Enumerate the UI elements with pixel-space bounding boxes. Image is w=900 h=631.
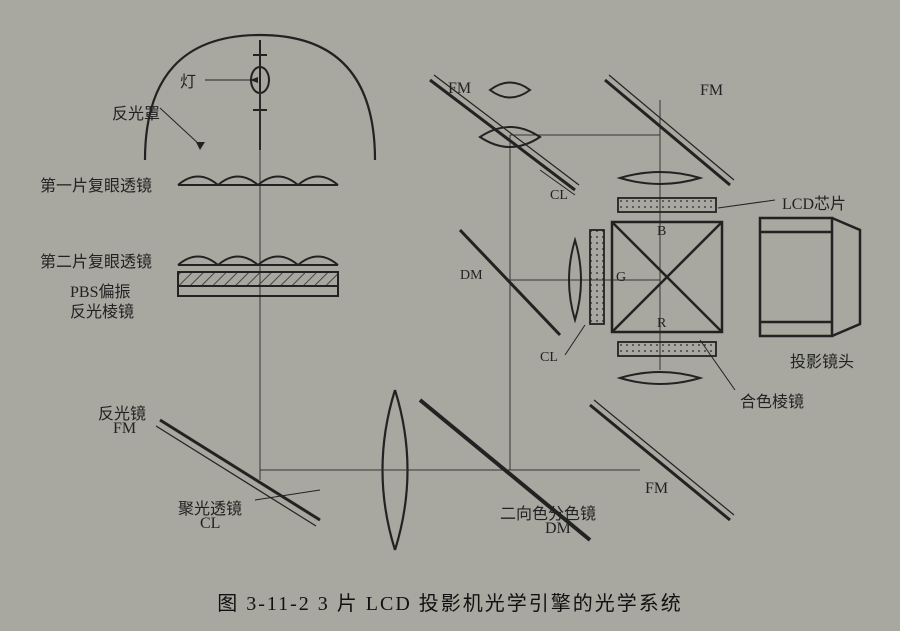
cl-near-r bbox=[620, 372, 700, 384]
label-fm-abbr-ll: FM bbox=[113, 420, 136, 438]
label-reflector: 反光罩 bbox=[112, 100, 160, 124]
label-combining-prism: 合色棱镜 bbox=[740, 388, 804, 412]
flyeye-lens-1 bbox=[178, 177, 338, 186]
label-flyeye2: 第二片复眼透镜 bbox=[40, 248, 152, 272]
label-fm-ul: FM bbox=[448, 80, 471, 98]
label-pbs2: 反光棱镜 bbox=[70, 298, 134, 322]
label-lcd-chip: LCD芯片 bbox=[782, 190, 846, 214]
label-dm-small: DM bbox=[460, 268, 483, 284]
fm-mirror-lr bbox=[590, 400, 734, 520]
lcd-chip-b bbox=[618, 198, 716, 212]
label-flyeye1: 第一片复眼透镜 bbox=[40, 172, 152, 196]
lcd-chip-g bbox=[590, 230, 604, 324]
label-R: R bbox=[657, 316, 666, 332]
pbs-prism bbox=[178, 272, 338, 296]
label-G: G bbox=[616, 270, 626, 286]
flyeye-lens-2 bbox=[178, 257, 338, 266]
label-cl-bottom: CL bbox=[540, 350, 558, 366]
lcd-chip-r bbox=[618, 342, 716, 356]
label-fm-lr: FM bbox=[645, 480, 668, 498]
label-dm-abbr-main: DM bbox=[545, 520, 571, 538]
label-B: B bbox=[657, 224, 666, 240]
projection-lens bbox=[760, 218, 860, 336]
label-fm-ur: FM bbox=[700, 82, 723, 100]
combining-prism bbox=[612, 222, 722, 332]
label-proj-lens: 投影镜头 bbox=[790, 348, 854, 372]
label-cl-top: CL bbox=[550, 188, 568, 204]
label-lamp: 灯 bbox=[180, 68, 196, 92]
figure-caption: 图 3-11-2 3 片 LCD 投影机光学引擎的光学系统 bbox=[0, 587, 900, 616]
arrowheads bbox=[196, 77, 258, 150]
label-cl-abbr-main: CL bbox=[200, 515, 220, 533]
